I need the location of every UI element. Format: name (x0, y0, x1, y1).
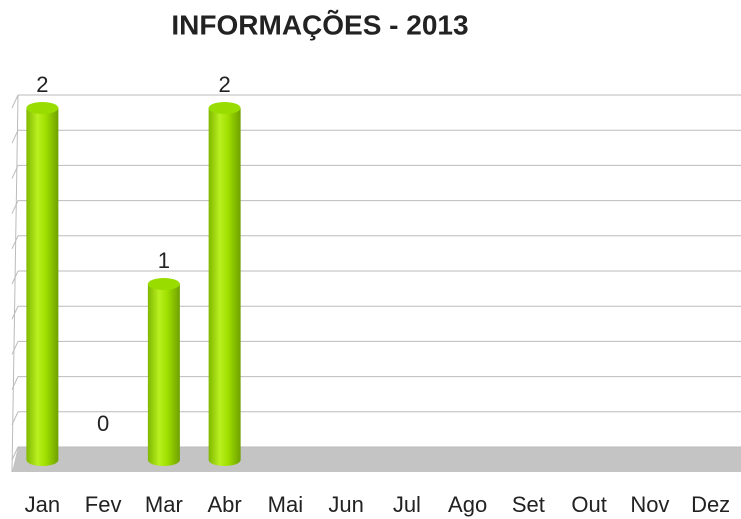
bar (26, 102, 59, 467)
floor (12, 447, 741, 472)
bar (147, 278, 180, 467)
side-tick (11, 411, 19, 426)
x-tick-label: Fev (85, 492, 122, 517)
x-tick-label: Abr (208, 492, 242, 517)
side-tick (11, 305, 19, 320)
side-tick (11, 341, 19, 355)
side-tick (11, 270, 19, 285)
x-tick-label: Jan (25, 492, 60, 517)
bar-top (26, 102, 59, 114)
x-tick-label: Out (571, 492, 606, 517)
bar-top (147, 278, 180, 290)
side-tick (11, 129, 19, 144)
side-tick (11, 165, 19, 179)
bar (208, 102, 241, 467)
x-tick-label: Set (512, 492, 545, 517)
chart-title: INFORMAÇÕES - 2013 (171, 9, 468, 40)
value-label: 2 (36, 72, 48, 97)
side-tick (11, 446, 19, 461)
bar-top (208, 102, 241, 114)
bar-body (147, 284, 180, 467)
side-tick (11, 235, 19, 250)
side-tick (11, 200, 19, 214)
value-label: 1 (158, 248, 170, 273)
x-tick-label: Nov (630, 492, 669, 517)
x-tick-label: Mar (145, 492, 183, 517)
value-label: 2 (219, 72, 231, 97)
side-tick (11, 376, 19, 390)
value-label: 0 (97, 411, 109, 436)
side-tick (11, 94, 19, 109)
x-tick-label: Jul (393, 492, 421, 517)
x-tick-label: Mai (268, 492, 303, 517)
bar-body (208, 108, 241, 467)
bar-body (26, 108, 59, 467)
x-tick-label: Ago (448, 492, 487, 517)
x-tick-label: Jun (328, 492, 363, 517)
side-wall (11, 94, 19, 473)
x-tick-label: Dez (691, 492, 730, 517)
